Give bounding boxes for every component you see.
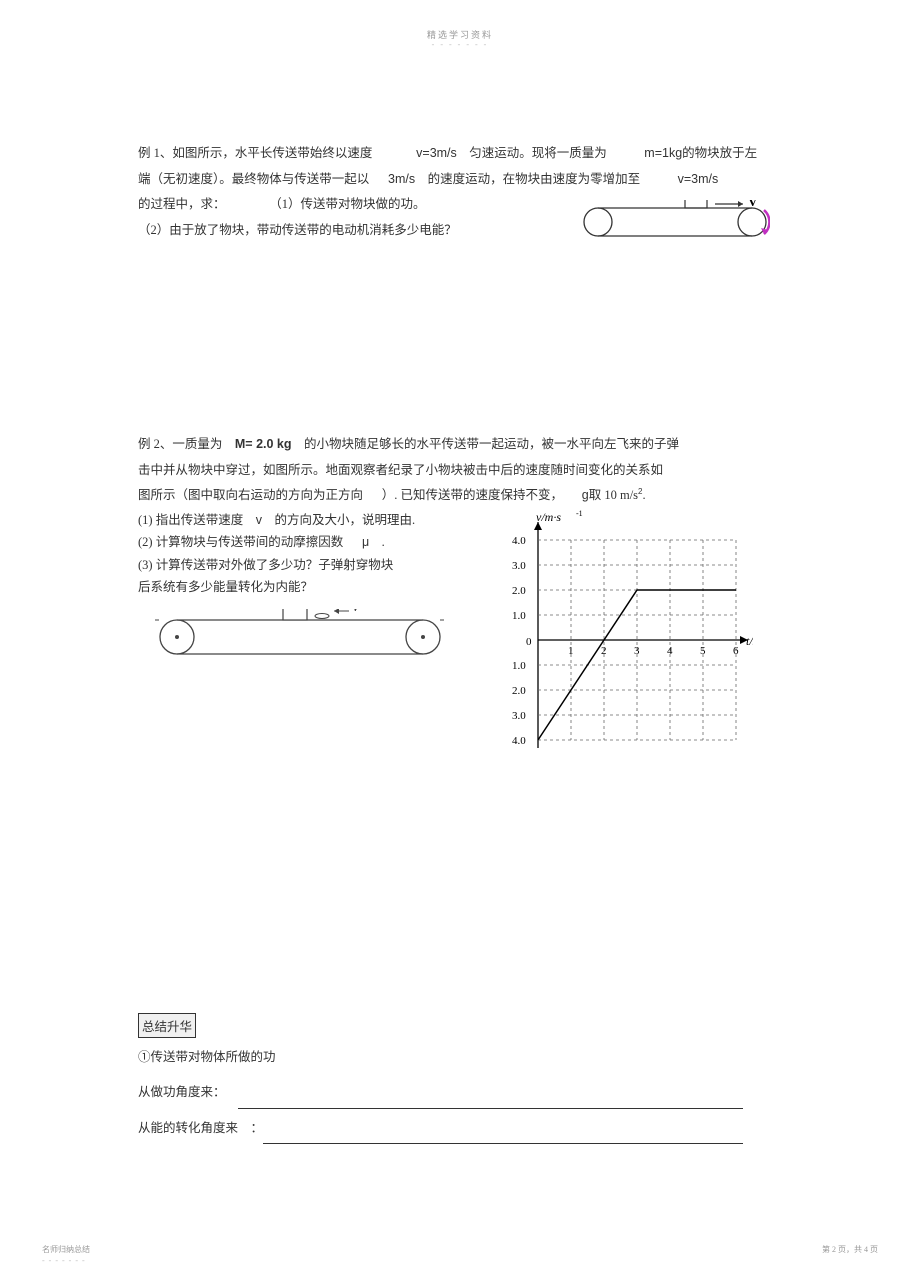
ex1-l2a: 端（无初速度）。最终物体与传送带一起以 xyxy=(138,172,369,186)
ex2-l5a: (2) 计算物块与传送带间的动摩擦因数 xyxy=(138,535,343,549)
svg-text:1.0: 1.0 xyxy=(512,660,526,672)
summary-l1: ①传送带对物体所做的功 xyxy=(138,1042,778,1073)
ex2-line2: 击中并从物块中穿过，如图所示。地面观察者纪录了小物块被击中后的速度随时间变化的关… xyxy=(138,458,778,484)
ex2-l5c: . xyxy=(382,535,385,549)
ex2-l4a: (1) 指出传送带速度 xyxy=(138,513,243,527)
ex2-line1: 例 2、一质量为 M= 2.0 kg 的小物块随足够长的水平传送带一起运动，被一水平… xyxy=(138,432,778,458)
ex2-l5b: μ xyxy=(362,535,369,549)
ex1-l1e: 的物块放于左 xyxy=(682,146,757,160)
ex1-line2: 端（无初速度）。最终物体与传送带一起以 3m/s 的速度运动，在物块由速度为零增加至… xyxy=(138,167,778,193)
summary-l3a: 从能的转化角度来 xyxy=(138,1121,238,1135)
footer-left-dash: - - - - - - - xyxy=(42,1256,86,1265)
footer-left: 名师归纳总结 xyxy=(42,1244,90,1255)
svg-text:6: 6 xyxy=(733,645,739,657)
belt2-figure: Mv xyxy=(155,609,445,666)
ex1-l1c: 匀速运动。现将一质量为 xyxy=(469,146,607,160)
summary-l2a: 从做功角度来： xyxy=(138,1085,226,1099)
svg-text:5: 5 xyxy=(700,645,706,657)
ex2-l3a: 图所示（图中取向右运动的方向为正方向 xyxy=(138,488,363,502)
svg-text:t/s: t/s xyxy=(746,634,753,648)
underline1 xyxy=(238,1095,743,1109)
svg-text:-1: -1 xyxy=(576,509,583,518)
svg-text:0: 0 xyxy=(526,636,532,648)
svg-text:4: 4 xyxy=(667,645,673,657)
velocity-chart: 1 2 3 4 5 6 1.0 2.0 3.0 4.0 1.0 2.0 3.0 4.0 0 v/m·s -1 t/… xyxy=(498,505,753,785)
header-dashes: - - - - - - - xyxy=(432,40,489,49)
ex1-l2d: v=3m/s xyxy=(678,172,719,186)
summary-l2: 从做功角度来： xyxy=(138,1077,778,1108)
summary-l3b: ： xyxy=(251,1121,264,1135)
svg-text:4.0: 4.0 xyxy=(512,535,526,547)
ex2-l1c: 的小物块随足够长的水平传送带一起运动，被一水平向左飞来的子弹 xyxy=(304,437,679,451)
ex1-l1a: 例 1、如图所示，水平长传送带始终以速度 xyxy=(138,146,372,160)
footer-right: 第 2 页，共 4 页 xyxy=(822,1244,878,1255)
summary-block: 总结升华 ①传送带对物体所做的功 从做功角度来： 从能的转化角度来 ： xyxy=(138,1013,778,1144)
ex2-l1b: M= 2.0 kg xyxy=(235,437,292,451)
ex1-l3b: （1）传送带对物块做的功。 xyxy=(269,197,425,211)
ex2-l1a: 例 2、一质量为 xyxy=(138,437,222,451)
ex2-l3e: . xyxy=(643,488,646,502)
ex1-l3a: 的过程中，求： xyxy=(138,197,226,211)
ex2-l3d: 取 10 m/s xyxy=(589,488,638,502)
svg-text:2.0: 2.0 xyxy=(512,685,526,697)
svg-text:1.0: 1.0 xyxy=(512,610,526,622)
svg-text:v/m·s: v/m·s xyxy=(536,510,561,524)
svg-text:2.0: 2.0 xyxy=(512,585,526,597)
summary-title: 总结升华 xyxy=(138,1013,196,1038)
svg-text:V: V xyxy=(748,200,758,209)
svg-text:2: 2 xyxy=(601,645,607,657)
ex2-l4b: v xyxy=(256,513,262,527)
ex1-l2c: 的速度运动，在物块由速度为零增加至 xyxy=(428,172,641,186)
ex1-l1d: m=1kg xyxy=(644,146,682,160)
svg-text:1: 1 xyxy=(568,645,574,657)
svg-text:M: M xyxy=(280,609,293,612)
ex1-l2b: 3m/s xyxy=(388,172,415,186)
svg-text:4.0: 4.0 xyxy=(512,735,526,747)
ex1-line1: 例 1、如图所示，水平长传送带始终以速度 v=3m/s 匀速运动。现将一质量为 m=1… xyxy=(138,141,778,167)
svg-text:v: v xyxy=(353,609,359,614)
ex2-l4c: 的方向及大小，说明理由. xyxy=(274,513,415,527)
ex2-l3c: g xyxy=(582,488,589,502)
ex1-l1b: v=3m/s xyxy=(416,146,457,160)
svg-text:3.0: 3.0 xyxy=(512,560,526,572)
summary-l3: 从能的转化角度来 ： xyxy=(138,1113,778,1144)
svg-text:3.0: 3.0 xyxy=(512,710,526,722)
belt1-figure: V xyxy=(580,200,770,249)
ex2-l3b: ）. 已知传送带的速度保持不变， xyxy=(382,488,563,502)
underline2 xyxy=(263,1130,743,1144)
svg-text:3: 3 xyxy=(634,645,640,657)
